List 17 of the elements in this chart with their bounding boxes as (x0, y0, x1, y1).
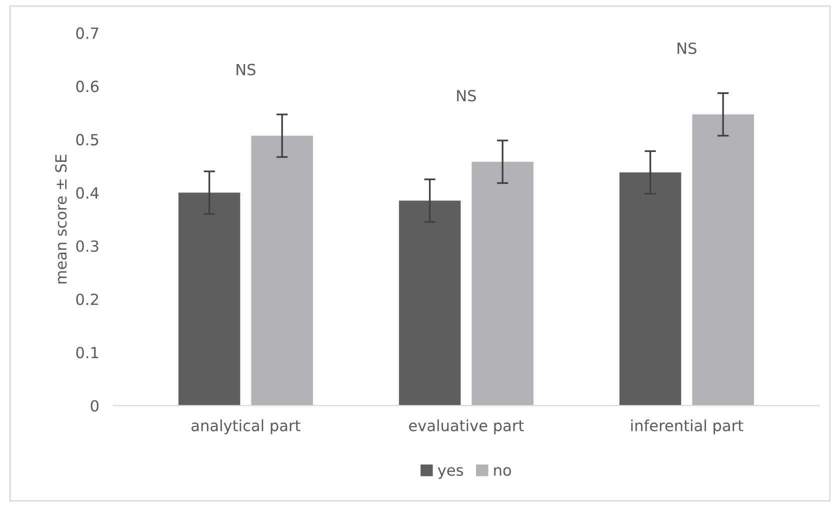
y-tick-label: 0.7 (76, 27, 98, 39)
y-tick-label: 0 (90, 400, 98, 412)
x-tick-label: analytical part (192, 419, 300, 434)
annotation: NS (236, 64, 256, 76)
y-tick-label: 0.2 (76, 294, 98, 306)
x-tick-label: inferential part (631, 419, 744, 434)
annotation: NS (678, 42, 696, 54)
y-axis-title: mean score ± SE (55, 154, 67, 284)
annotation: NS (457, 90, 476, 102)
y-tick-label: 0.1 (76, 346, 98, 358)
y-tick-label: 0.4 (76, 187, 99, 199)
y-tick-label: 0.5 (76, 134, 98, 146)
y-tick-label: 0.6 (76, 80, 99, 92)
x-tick-label: evaluative part (409, 419, 524, 434)
legend-label: yes (438, 467, 464, 479)
y-tick-label: 0.3 (76, 240, 98, 252)
legend-label: no (494, 467, 511, 476)
